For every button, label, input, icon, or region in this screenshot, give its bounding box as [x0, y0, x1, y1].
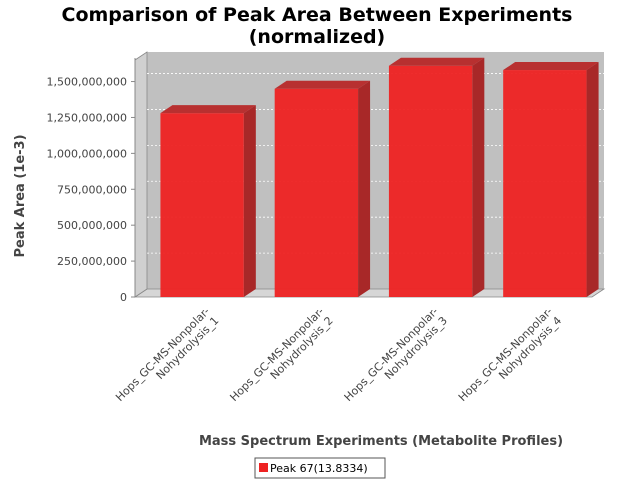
- x-axis-label: Mass Spectrum Experiments (Metabolite Pr…: [199, 434, 563, 449]
- y-tick-label: 1,000,000,000: [47, 147, 127, 160]
- legend-entry-label: Peak 67(13.8334): [270, 462, 368, 475]
- chart-subtitle: (normalized): [249, 26, 386, 48]
- y-axis: 0 250,000,000 500,000,000 750,000,000 1,000,…: [47, 58, 136, 304]
- chart-title: Comparison of Peak Area Between Experime…: [62, 4, 573, 26]
- x-category-label: Hops_GC-MS-Nonpolar-Nohydrolysis_2: [227, 305, 335, 413]
- x-category-label: Hops_GC-MS-Nonpolar-Nohydrolysis_4: [456, 305, 564, 413]
- bar: [388, 57, 485, 297]
- y-tick-label: 500,000,000: [57, 219, 127, 232]
- x-category-label: Hops_GC-MS-Nonpolar-Nohydrolysis_1: [113, 305, 221, 413]
- legend-box: [254, 457, 386, 479]
- y-tick-label: 0: [120, 291, 127, 304]
- bars: [160, 57, 599, 298]
- legend-swatch: [259, 463, 268, 472]
- bar: [503, 62, 599, 298]
- y-tick-label: 750,000,000: [57, 183, 127, 196]
- x-category-label: Hops_GC-MS-Nonpolar-Nohydrolysis_3: [342, 305, 450, 413]
- y-tick-label: 1,500,000,000: [47, 76, 127, 89]
- bar: [274, 80, 371, 298]
- y-axis-label: Peak Area (1e-3): [13, 134, 28, 257]
- y-tick-label: 250,000,000: [57, 255, 127, 268]
- x-axis-categories: Hops_GC-MS-Nonpolar-Nohydrolysis_1 Hops_G…: [113, 305, 564, 413]
- legend: Peak 67(13.8334): [254, 457, 386, 479]
- bar: [160, 105, 256, 298]
- y-tick-label: 1,250,000,000: [47, 111, 127, 124]
